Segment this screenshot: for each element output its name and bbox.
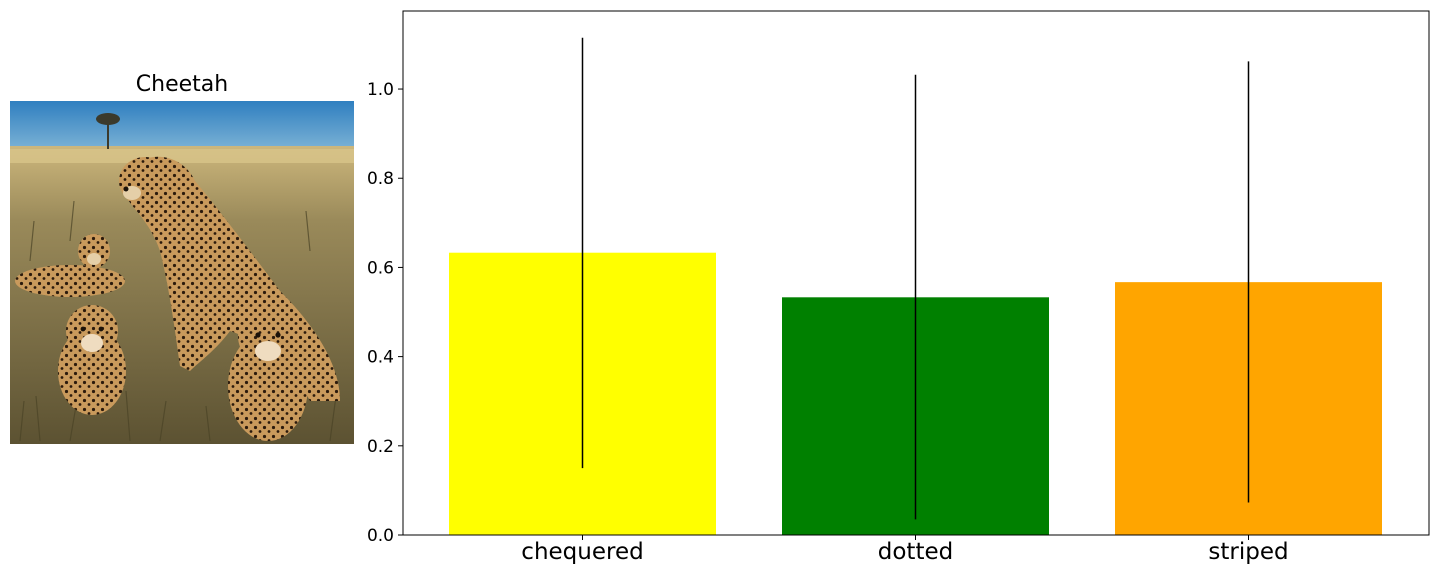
y-tick-label: 0.2 xyxy=(367,437,394,457)
y-tick-label: 0.6 xyxy=(367,258,394,278)
y-tick-label: 0.8 xyxy=(367,169,394,189)
x-tick-label-chequered: chequered xyxy=(521,539,643,565)
y-tick-label: 0.4 xyxy=(367,348,394,368)
x-tick-label-dotted: dotted xyxy=(878,539,953,565)
x-tick-label-striped: striped xyxy=(1208,539,1288,565)
y-tick-label: 1.0 xyxy=(367,80,394,100)
y-tick-label: 0.0 xyxy=(367,526,394,546)
image-title: Cheetah xyxy=(135,72,229,97)
cheetah-photo xyxy=(10,101,354,444)
